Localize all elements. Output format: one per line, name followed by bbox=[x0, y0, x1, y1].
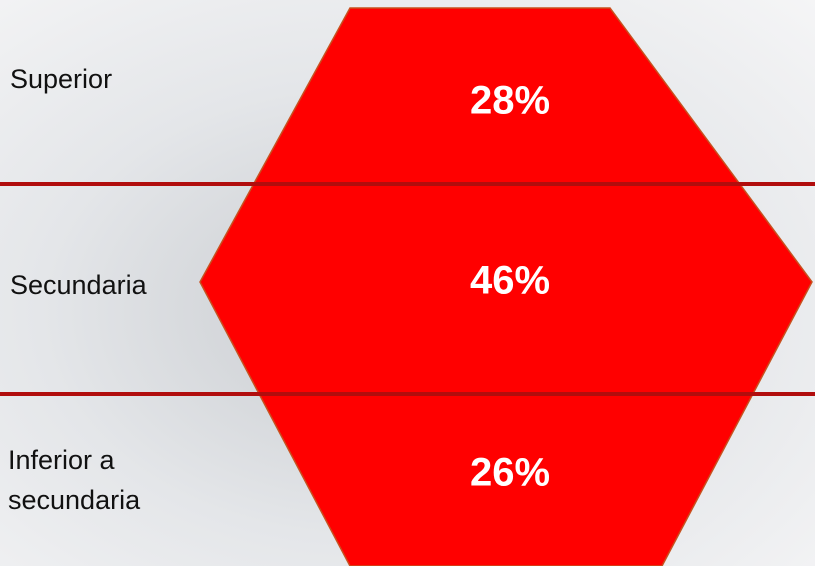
slide: Superior Secundaria Inferior a secundari… bbox=[0, 0, 815, 566]
segment-value: 26% bbox=[470, 451, 550, 495]
segment-label: Inferior a secundaria bbox=[8, 440, 158, 520]
segment-label: Secundaria bbox=[10, 270, 148, 300]
segment-label: Superior bbox=[10, 64, 112, 94]
segment-label-box: Inferior a secundaria bbox=[8, 440, 198, 540]
segment-value: 28% bbox=[470, 79, 550, 123]
page: Superior Secundaria Inferior a secundari… bbox=[0, 0, 815, 566]
segment-value: 46% bbox=[470, 259, 550, 303]
